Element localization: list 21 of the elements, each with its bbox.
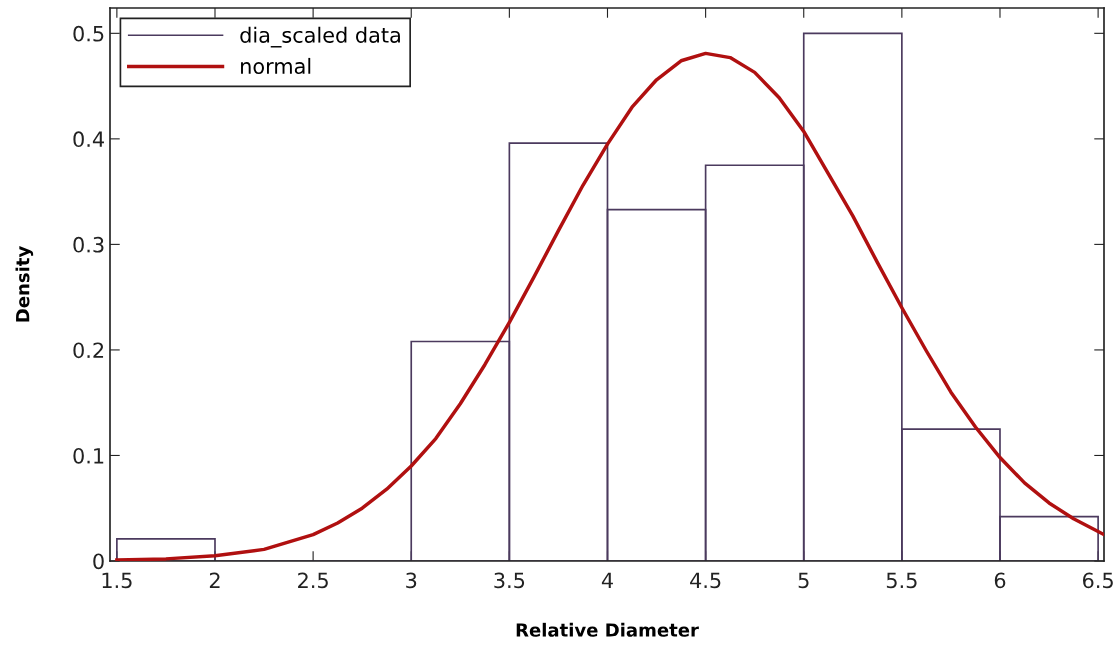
x-tick-label: 4.5 bbox=[690, 572, 721, 589]
x-axis-title: Relative Diameter bbox=[516, 622, 699, 637]
y-axis-title: Density bbox=[15, 246, 34, 322]
x-tick-label: 1.5 bbox=[102, 572, 132, 589]
x-tick-label: 2.5 bbox=[298, 572, 328, 589]
y-tick-label: 0 bbox=[93, 553, 104, 570]
y-tick-label: 0.5 bbox=[73, 25, 104, 42]
x-tick-label: 5.5 bbox=[886, 572, 917, 589]
y-tick-label: 0.4 bbox=[73, 131, 104, 148]
x-tick-label: 6.5 bbox=[1083, 572, 1113, 589]
x-tick-label: 3 bbox=[406, 572, 417, 589]
legend-label: dia_scaled data bbox=[240, 26, 400, 48]
y-tick-label: 0.2 bbox=[73, 342, 104, 359]
legend-label: normal bbox=[241, 57, 311, 75]
y-tick-label: 0.1 bbox=[73, 447, 104, 464]
x-tick-label: 5 bbox=[798, 572, 809, 589]
x-tick-label: 6 bbox=[994, 572, 1006, 589]
y-tick-label: 0.3 bbox=[73, 236, 104, 253]
x-tick-label: 2 bbox=[209, 572, 220, 588]
x-tick-label: 3.5 bbox=[494, 572, 525, 589]
x-tick-label: 4 bbox=[601, 572, 613, 588]
